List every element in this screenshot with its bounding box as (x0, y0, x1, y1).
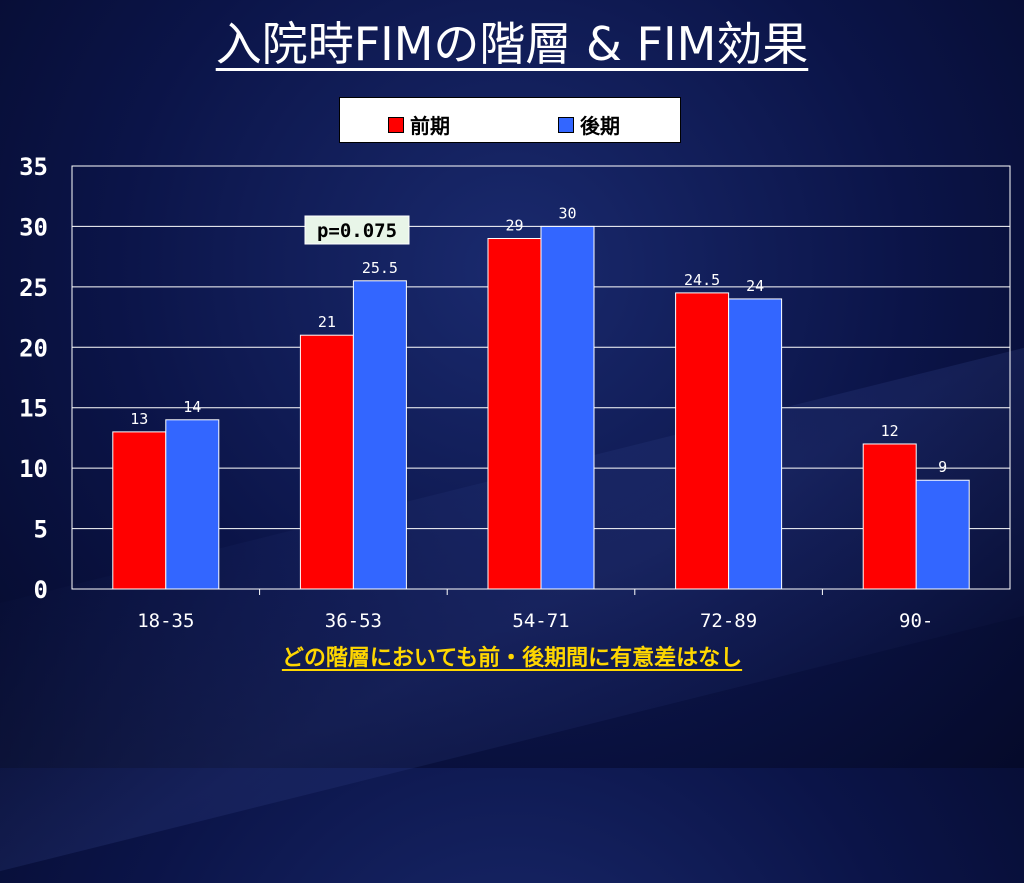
footnote: どの階層においても前・後期間に有意差はなし (0, 640, 1024, 672)
legend-label-kouki: 後期 (580, 114, 620, 138)
bar (299, 334, 354, 590)
chart-title-text: 入院時FIMの階層 & FIM効果 (215, 17, 809, 71)
bar-chart: 0 5 10 15 20 25 30 35 13 14 18-35 21 25.5 36-53 29 30 54… (19, 153, 970, 632)
bar (487, 238, 542, 590)
y-tick-label: 10 (19, 455, 48, 483)
x-tick-label: 36-53 (325, 610, 382, 632)
data-label: 24.5 (684, 271, 720, 289)
annotation-text: p=0.075 (317, 220, 397, 242)
data-label: 9 (938, 458, 947, 476)
bar (165, 419, 220, 590)
bar (915, 479, 970, 590)
footnote-text: どの階層においても前・後期間に有意差はなし (281, 646, 743, 671)
bar (540, 225, 595, 590)
bar (112, 431, 167, 590)
bar (352, 280, 407, 590)
data-label: 24 (746, 277, 764, 295)
x-tick-label: 90- (899, 610, 933, 632)
y-tick-label: 20 (19, 334, 48, 362)
data-label: 30 (558, 204, 576, 222)
annotation-box (304, 215, 410, 245)
y-tick-label: 15 (19, 395, 48, 423)
x-tick-label: 54-71 (512, 610, 569, 632)
bar (675, 292, 730, 590)
legend-item-zenki: 前期 (388, 110, 450, 139)
y-tick-label: 25 (19, 274, 48, 302)
bar (728, 298, 783, 590)
data-label: 14 (183, 398, 201, 416)
legend-label-zenki: 前期 (410, 114, 450, 138)
y-tick-label: 30 (19, 213, 48, 241)
data-label: 29 (505, 217, 523, 235)
y-tick-label: 35 (19, 153, 48, 181)
legend-item-kouki: 後期 (558, 110, 620, 139)
x-tick-label: 72-89 (700, 610, 757, 632)
chart-title: 入院時FIMの階層 & FIM効果 (0, 8, 1024, 74)
data-label: 12 (881, 422, 899, 440)
legend-swatch-zenki (388, 116, 404, 133)
y-tick-label: 5 (34, 516, 48, 544)
bar (862, 443, 917, 590)
data-label: 13 (130, 410, 148, 428)
data-label: 21 (318, 313, 336, 331)
data-label: 25.5 (362, 259, 398, 277)
y-tick-label: 0 (34, 576, 48, 604)
x-tick-label: 18-35 (137, 610, 194, 632)
legend: 前期 後期 (339, 97, 681, 143)
legend-swatch-kouki (558, 116, 574, 133)
